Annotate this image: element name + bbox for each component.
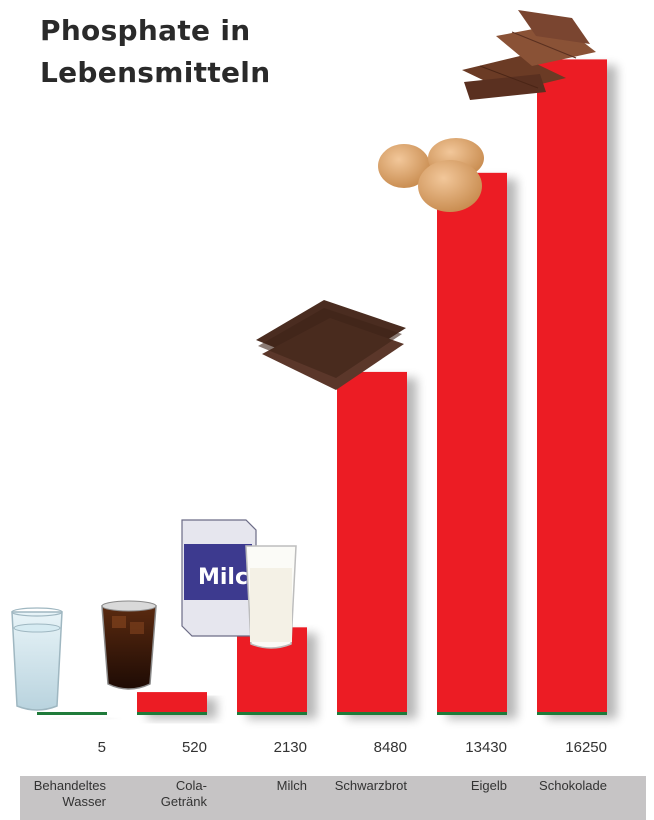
category-band (20, 776, 646, 820)
category-label-line: Schwarzbrot (334, 778, 407, 793)
category-label-line: Getränk (160, 794, 207, 809)
dark-bread-icon (256, 300, 406, 390)
bar-baseline (37, 712, 107, 715)
category-label: Behandeltes Wasser (10, 778, 106, 810)
value-label: 2130 (273, 739, 307, 756)
chart-title: Phosphate in Lebensmitteln (40, 10, 270, 94)
milk-carton-and-glass-icon: Milch (181, 519, 297, 649)
chart-title-line-1: Phosphate in (40, 14, 251, 47)
category-label: Schokolade (511, 778, 607, 794)
cola-glass-icon (101, 600, 157, 690)
bar-baseline (137, 712, 207, 715)
category-label: Schwarzbrot (311, 778, 407, 794)
eggs-icon (378, 138, 484, 212)
value-label: 520 (181, 739, 207, 756)
baselines (37, 712, 607, 715)
bar-baseline (337, 712, 407, 715)
category-label-line: Wasser (62, 794, 106, 809)
value-label: 16250 (565, 739, 607, 756)
category-label: Eigelb (411, 778, 507, 794)
category-label-line: Schokolade (539, 778, 607, 793)
bar (337, 371, 407, 713)
value-label: 5 (97, 739, 106, 756)
chocolate-icon (462, 10, 596, 100)
category-label: Cola- Getränk (111, 778, 207, 810)
category-label-line: Milch (276, 778, 307, 793)
bars (37, 59, 607, 714)
bar (437, 172, 507, 713)
category-label-line: Cola- (175, 778, 207, 793)
bar-baseline (437, 712, 507, 715)
bar (137, 692, 207, 713)
value-label: 13430 (465, 739, 507, 756)
bar-chart: Milch (11, 10, 617, 720)
bar-shadow (47, 718, 117, 719)
value-label: 8480 (373, 739, 407, 756)
glass-of-water-icon (11, 607, 63, 711)
bar-baseline (537, 712, 607, 715)
category-label-line: Behandeltes (33, 778, 106, 793)
chart-title-line-2: Lebensmitteln (40, 56, 271, 89)
bar-baseline (237, 712, 307, 715)
bar (537, 59, 607, 714)
category-label-line: Eigelb (470, 778, 507, 793)
category-label: Milch (211, 778, 307, 794)
